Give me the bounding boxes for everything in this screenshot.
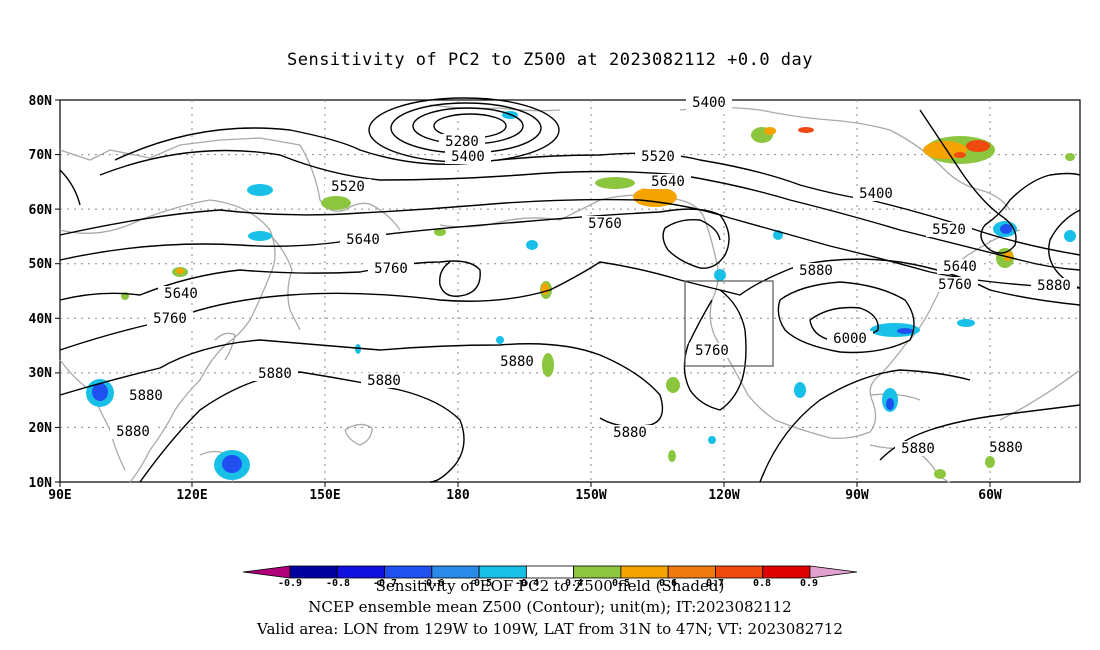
contour-label: 5880: [258, 366, 292, 382]
shaded-sensitivity: [86, 111, 1076, 480]
contour-label: 5760: [153, 311, 187, 327]
lat-label: 70N: [29, 148, 53, 163]
lon-label: 150W: [575, 488, 606, 503]
map-frame: [59, 99, 1081, 483]
lat-label: 30N: [29, 366, 53, 381]
shade-positive-green: [121, 127, 1075, 479]
contour-label: 5880: [129, 388, 163, 404]
lat-ticks: [55, 99, 60, 483]
lat-label: 40N: [29, 312, 53, 327]
contour-label: 5520: [641, 149, 675, 165]
lon-label: 90E: [48, 488, 71, 503]
contour-label: 5880: [989, 440, 1023, 456]
contour-label: 5880: [613, 425, 647, 441]
contour-label: 5760: [374, 261, 408, 277]
shade-negative-cyan: [86, 111, 1076, 480]
footer-line-1: Sensitivity of EOF PC2 to Z500 field (Sh…: [375, 577, 725, 595]
shade-positive-red: [798, 127, 990, 158]
contour-label: 5400: [859, 186, 893, 202]
map-title: Sensitivity of PC2 to Z500 at 2023082112…: [286, 50, 813, 70]
lon-label: 180: [446, 488, 470, 503]
z500-contours: [59, 97, 1081, 483]
lat-label: 50N: [29, 257, 53, 272]
coastlines: [59, 104, 1081, 483]
lat-label: 80N: [29, 94, 53, 109]
lat-label: 60N: [29, 203, 53, 218]
valid-area-box: [684, 280, 774, 367]
contour-label: 5520: [932, 222, 966, 238]
shade-positive-orange: [176, 127, 1013, 295]
contour-label: 6000: [833, 331, 867, 347]
lat-label: 10N: [29, 476, 53, 491]
contour-label: 5520: [331, 179, 365, 195]
lat-label: 20N: [29, 421, 53, 436]
contour-label: 5880: [901, 441, 935, 457]
lon-axis-labels: 90E 120E 150E 180 150W 120W 90W 60W: [48, 488, 1002, 503]
lon-label: 120E: [176, 488, 207, 503]
grid-lines: [60, 100, 1080, 482]
contour-label: 5640: [164, 286, 198, 302]
contour-label: 5400: [692, 95, 726, 111]
contour-label: 5880: [367, 373, 401, 389]
contour-labels: 5400 5280 5400 5520 5520 5640 5640 5760 …: [110, 95, 1077, 457]
contour-label: 5640: [943, 259, 977, 275]
contour-label: 5880: [500, 354, 534, 370]
contour-label: 5880: [799, 263, 833, 279]
contour-label: 5640: [651, 174, 685, 190]
contour-label: 5880: [116, 424, 150, 440]
footer-line-3: Valid area: LON from 129W to 109W, LAT f…: [257, 620, 843, 638]
lon-ticks: [59, 482, 991, 487]
lon-label: 60W: [978, 488, 1002, 503]
contour-label: 5760: [588, 216, 622, 232]
contour-label: 5760: [695, 343, 729, 359]
lon-label: 150E: [309, 488, 340, 503]
contour-label: 5760: [938, 277, 972, 293]
contour-label: 5280: [445, 134, 479, 150]
shade-negative-blue: [92, 224, 1012, 473]
footer-line-2: NCEP ensemble mean Z500 (Contour); unit(…: [308, 598, 792, 616]
contour-label: 5640: [346, 232, 380, 248]
lon-label: 120W: [708, 488, 739, 503]
lon-label: 90W: [845, 488, 869, 503]
lat-axis-labels: 80N 70N 60N 50N 40N 30N 20N 10N: [29, 94, 53, 491]
contour-label: 5880: [1037, 278, 1071, 294]
contour-label: 5400: [451, 149, 485, 165]
